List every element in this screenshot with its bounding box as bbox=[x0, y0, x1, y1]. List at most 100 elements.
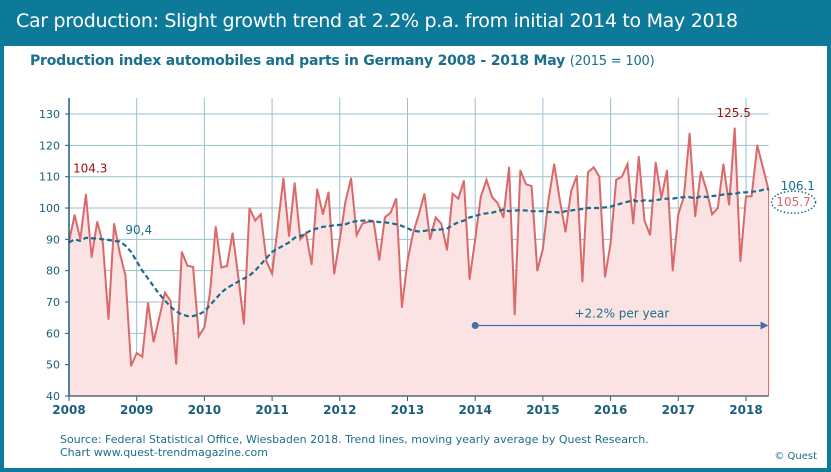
index-point bbox=[147, 302, 149, 304]
y-tick-label: 70 bbox=[46, 296, 60, 309]
index-point bbox=[638, 155, 640, 158]
label-last-value: 105.7 bbox=[776, 195, 810, 209]
y-tick-label: 60 bbox=[46, 327, 60, 340]
index-point bbox=[559, 199, 561, 201]
index-point bbox=[429, 238, 431, 241]
index-point bbox=[722, 163, 725, 165]
index-point bbox=[677, 213, 680, 216]
chart-credit: Chart www.quest-trendmagazine.com bbox=[60, 446, 268, 459]
index-point bbox=[254, 219, 256, 222]
y-tick-label: 50 bbox=[46, 359, 60, 372]
label-first-value: 104.3 bbox=[73, 162, 107, 176]
index-point bbox=[745, 195, 747, 198]
index-point bbox=[169, 300, 172, 302]
index-point bbox=[158, 316, 161, 319]
index-point bbox=[530, 185, 533, 187]
index-point bbox=[152, 340, 155, 343]
index-point bbox=[440, 222, 443, 225]
index-point bbox=[102, 241, 104, 244]
index-point bbox=[621, 175, 623, 178]
y-tick-label: 100 bbox=[39, 202, 60, 215]
index-point bbox=[288, 235, 290, 238]
index-point bbox=[609, 242, 612, 245]
index-point bbox=[570, 190, 572, 193]
index-point bbox=[615, 179, 618, 181]
y-tick-label: 90 bbox=[46, 233, 60, 246]
index-point bbox=[671, 269, 674, 272]
index-point bbox=[220, 266, 223, 269]
y-tick-label: 130 bbox=[39, 108, 60, 121]
index-point bbox=[378, 259, 381, 261]
index-point bbox=[626, 163, 629, 165]
index-area-fill bbox=[69, 128, 769, 396]
index-point bbox=[502, 216, 505, 219]
index-point bbox=[694, 215, 697, 218]
index-point bbox=[756, 144, 759, 147]
index-point bbox=[118, 252, 121, 254]
index-point bbox=[739, 260, 742, 263]
trend-arrow-start-dot bbox=[471, 322, 479, 330]
index-point bbox=[395, 197, 398, 200]
index-point bbox=[164, 291, 166, 294]
index-point bbox=[733, 127, 736, 129]
index-point bbox=[728, 204, 730, 206]
index-point bbox=[463, 179, 465, 182]
index-point bbox=[85, 193, 87, 196]
subtitle-base: (2015 = 100) bbox=[569, 54, 655, 69]
index-point bbox=[265, 260, 268, 263]
index-point bbox=[496, 202, 499, 205]
index-point bbox=[519, 169, 522, 172]
index-point bbox=[423, 193, 426, 195]
index-point bbox=[135, 352, 138, 354]
index-point bbox=[231, 232, 234, 234]
index-point bbox=[485, 179, 488, 181]
index-point bbox=[186, 264, 189, 267]
index-point bbox=[446, 249, 448, 251]
label-trend-start: 90,4 bbox=[125, 223, 152, 237]
x-tick-label: 2018 bbox=[729, 403, 762, 417]
index-point bbox=[705, 189, 708, 191]
index-point bbox=[322, 213, 324, 216]
index-point bbox=[604, 276, 606, 278]
x-tick-label: 2017 bbox=[662, 403, 695, 417]
index-point bbox=[96, 221, 99, 223]
x-tick-label: 2010 bbox=[188, 403, 221, 417]
index-point bbox=[491, 196, 493, 198]
source-note: Source: Federal Statistical Office, Wies… bbox=[60, 433, 649, 446]
x-tick-label: 2014 bbox=[458, 403, 491, 417]
index-point bbox=[468, 278, 471, 280]
label-max-value: 125.5 bbox=[717, 106, 751, 120]
subtitle-text: Production index automobiles and parts i… bbox=[30, 53, 566, 69]
index-point bbox=[711, 213, 713, 216]
x-tick-label: 2011 bbox=[255, 403, 288, 417]
x-tick-label: 2009 bbox=[120, 403, 153, 417]
chart-subtitle: Production index automobiles and parts i… bbox=[30, 53, 655, 69]
index-point bbox=[316, 188, 319, 191]
chart-title: Car production: Slight growth trend at 2… bbox=[16, 10, 738, 32]
index-point bbox=[412, 232, 414, 234]
index-point bbox=[299, 238, 302, 241]
trend-arrow-head bbox=[760, 321, 769, 330]
index-point bbox=[542, 247, 544, 250]
index-point bbox=[654, 161, 657, 164]
index-point bbox=[350, 177, 352, 180]
index-point bbox=[700, 170, 702, 173]
index-point bbox=[141, 356, 144, 358]
index-point bbox=[214, 226, 217, 228]
index-point bbox=[124, 274, 127, 276]
copyright: © Quest bbox=[774, 451, 817, 462]
index-point bbox=[649, 234, 651, 236]
index-point bbox=[107, 318, 110, 321]
index-point bbox=[361, 222, 364, 225]
index-point bbox=[750, 195, 753, 198]
index-point bbox=[451, 193, 454, 195]
index-point bbox=[355, 234, 358, 236]
index-point bbox=[632, 222, 634, 225]
index-point bbox=[192, 266, 194, 268]
index-point bbox=[536, 269, 539, 272]
index-point bbox=[237, 276, 240, 278]
index-point bbox=[113, 222, 115, 225]
y-tick-label: 110 bbox=[39, 171, 60, 184]
index-point bbox=[474, 238, 477, 241]
